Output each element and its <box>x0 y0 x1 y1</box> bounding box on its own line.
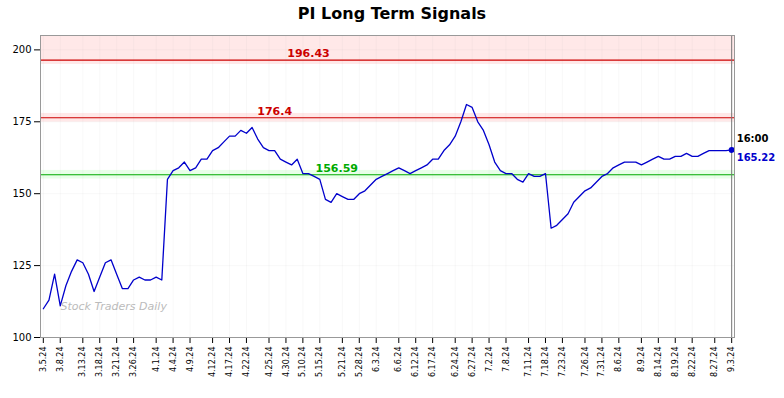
svg-text:3.13.24: 3.13.24 <box>78 347 87 378</box>
svg-text:4.9.24: 4.9.24 <box>186 347 195 372</box>
svg-text:3.18.24: 3.18.24 <box>95 347 104 378</box>
svg-text:4.30.24: 4.30.24 <box>281 347 290 378</box>
svg-text:196.43: 196.43 <box>287 47 329 60</box>
svg-text:7.18.24: 7.18.24 <box>541 347 550 378</box>
svg-text:3.8.24: 3.8.24 <box>56 347 65 372</box>
svg-text:4.22.24: 4.22.24 <box>242 347 251 378</box>
svg-text:4.12.24: 4.12.24 <box>208 347 217 378</box>
svg-text:4.25.24: 4.25.24 <box>265 347 274 378</box>
svg-text:176.4: 176.4 <box>257 105 292 118</box>
svg-text:5.21.24: 5.21.24 <box>338 347 347 378</box>
html-text:PI Long Term Signals: PI Long Term Signals <box>297 4 487 23</box>
svg-text:16:00: 16:00 <box>737 133 769 144</box>
svg-text:8.22.24: 8.22.24 <box>688 347 697 378</box>
svg-text:Stock Traders Daily: Stock Traders Daily <box>61 300 168 313</box>
svg-text:7.26.24: 7.26.24 <box>581 347 590 378</box>
svg-text:5.15.24: 5.15.24 <box>315 347 324 378</box>
svg-text:6.6.24: 6.6.24 <box>394 347 403 372</box>
svg-text:7.8.24: 7.8.24 <box>502 347 511 372</box>
svg-text:6.24.24: 6.24.24 <box>451 347 460 378</box>
svg-text:7.2.24: 7.2.24 <box>485 347 494 372</box>
svg-text:8.9.24: 8.9.24 <box>637 347 646 372</box>
svg-text:8.6.24: 8.6.24 <box>614 347 623 372</box>
svg-text:150: 150 <box>12 188 31 199</box>
svg-text:4.17.24: 4.17.24 <box>225 347 234 378</box>
svg-text:3.5.24: 3.5.24 <box>39 347 48 372</box>
svg-text:125: 125 <box>12 260 31 271</box>
svg-text:100: 100 <box>12 332 31 343</box>
svg-text:6.12.24: 6.12.24 <box>411 347 420 378</box>
svg-text:156.59: 156.59 <box>315 162 357 175</box>
svg-text:165.22: 165.22 <box>737 152 776 163</box>
svg-text:9.3.24: 9.3.24 <box>727 347 736 372</box>
svg-text:6.3.24: 6.3.24 <box>372 347 381 372</box>
svg-text:7.23.24: 7.23.24 <box>558 347 567 378</box>
svg-text:5.10.24: 5.10.24 <box>298 347 307 378</box>
svg-text:7.31.24: 7.31.24 <box>597 347 606 378</box>
svg-text:6.17.24: 6.17.24 <box>428 347 437 378</box>
svg-text:4.1.24: 4.1.24 <box>152 347 161 372</box>
svg-text:7.11.24: 7.11.24 <box>524 347 533 378</box>
svg-text:8.27.24: 8.27.24 <box>710 347 719 378</box>
svg-text:6.27.24: 6.27.24 <box>468 347 477 378</box>
svg-text:200: 200 <box>12 44 31 55</box>
svg-text:3.26.24: 3.26.24 <box>129 347 138 378</box>
svg-text:8.19.24: 8.19.24 <box>671 347 680 378</box>
svg-text:5.28.24: 5.28.24 <box>355 347 364 378</box>
svg-text:8.14.24: 8.14.24 <box>654 347 663 378</box>
svg-text:175: 175 <box>12 116 31 127</box>
svg-text:4.4.24: 4.4.24 <box>169 347 178 372</box>
svg-text:3.21.24: 3.21.24 <box>112 347 121 378</box>
